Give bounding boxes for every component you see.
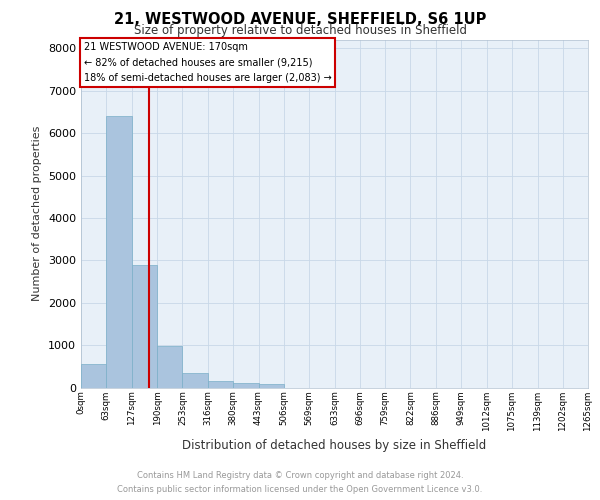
Bar: [233, 384, 259, 388]
Bar: [259, 384, 284, 388]
Bar: [182, 372, 208, 388]
Bar: [157, 346, 182, 388]
Bar: [106, 116, 132, 388]
Text: 21, WESTWOOD AVENUE, SHEFFIELD, S6 1UP: 21, WESTWOOD AVENUE, SHEFFIELD, S6 1UP: [114, 12, 486, 28]
X-axis label: Distribution of detached houses by size in Sheffield: Distribution of detached houses by size …: [182, 439, 487, 452]
Bar: [132, 264, 157, 388]
Text: 21 WESTWOOD AVENUE: 170sqm
← 82% of detached houses are smaller (9,215)
18% of s: 21 WESTWOOD AVENUE: 170sqm ← 82% of deta…: [83, 42, 331, 83]
Text: Contains HM Land Registry data © Crown copyright and database right 2024.
Contai: Contains HM Land Registry data © Crown c…: [118, 472, 482, 494]
Bar: [81, 364, 106, 388]
Text: Size of property relative to detached houses in Sheffield: Size of property relative to detached ho…: [133, 24, 467, 37]
Bar: [208, 381, 233, 388]
Y-axis label: Number of detached properties: Number of detached properties: [32, 126, 43, 302]
